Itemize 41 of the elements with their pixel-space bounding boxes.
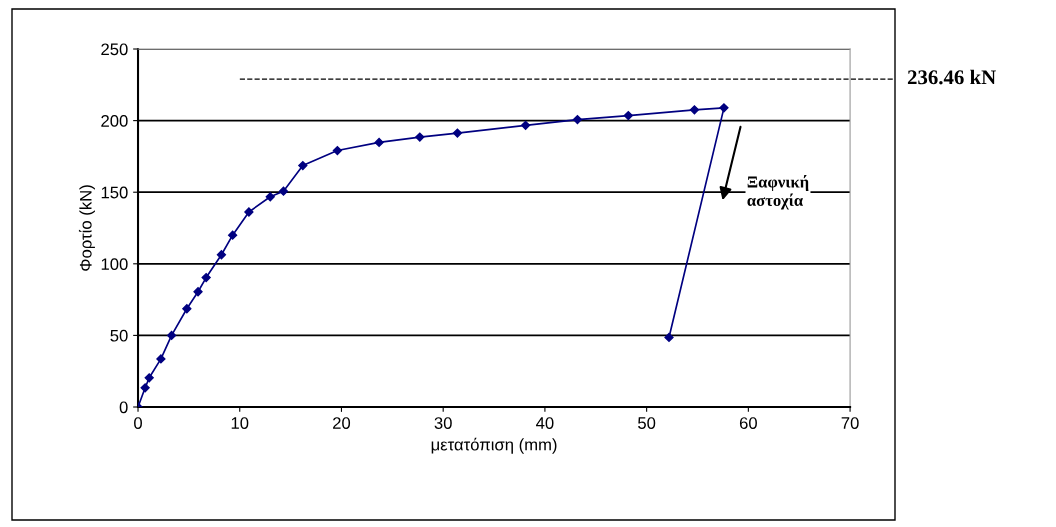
point bbox=[374, 137, 384, 147]
y-tick-label: 0 bbox=[119, 401, 128, 414]
x-tick-label: 10 bbox=[231, 417, 249, 429]
point bbox=[227, 230, 238, 240]
point bbox=[332, 145, 343, 156]
y-tick-label: 200 bbox=[101, 115, 128, 127]
ref-line-label: 236.46 kN bbox=[907, 69, 996, 85]
point bbox=[452, 128, 463, 138]
point bbox=[140, 383, 150, 393]
point bbox=[298, 160, 308, 171]
point bbox=[216, 250, 227, 260]
point bbox=[144, 373, 154, 383]
point bbox=[193, 287, 203, 297]
point bbox=[156, 354, 166, 364]
point bbox=[415, 132, 425, 142]
point bbox=[182, 304, 192, 314]
x-tick-label: 0 bbox=[134, 417, 142, 429]
x-axis-title: μετατόπιση (mm) bbox=[431, 437, 557, 454]
point bbox=[166, 330, 177, 341]
point bbox=[244, 207, 254, 217]
point bbox=[278, 186, 289, 196]
x-tick-label: 30 bbox=[434, 417, 452, 429]
point bbox=[719, 103, 729, 113]
y-tick-label: 150 bbox=[101, 186, 128, 199]
x-tick-label: 60 bbox=[739, 417, 757, 429]
x-tick-label: 40 bbox=[536, 417, 554, 429]
x-tick-label: 70 bbox=[841, 417, 859, 429]
y-axis-title: Φορτίο (kN) bbox=[78, 185, 95, 271]
point bbox=[664, 332, 674, 343]
point bbox=[689, 105, 700, 115]
point bbox=[623, 110, 633, 121]
y-tick-label: 50 bbox=[110, 329, 128, 342]
point bbox=[520, 120, 531, 130]
point bbox=[201, 272, 211, 283]
x-tick-label: 50 bbox=[638, 417, 656, 429]
y-tick-label: 100 bbox=[101, 258, 128, 271]
annotation: Ξαφνική αστοχία bbox=[747, 175, 809, 210]
y-tick-label: 250 bbox=[101, 43, 128, 56]
point bbox=[572, 114, 583, 125]
x-tick-label: 20 bbox=[333, 417, 351, 429]
point bbox=[265, 192, 275, 202]
